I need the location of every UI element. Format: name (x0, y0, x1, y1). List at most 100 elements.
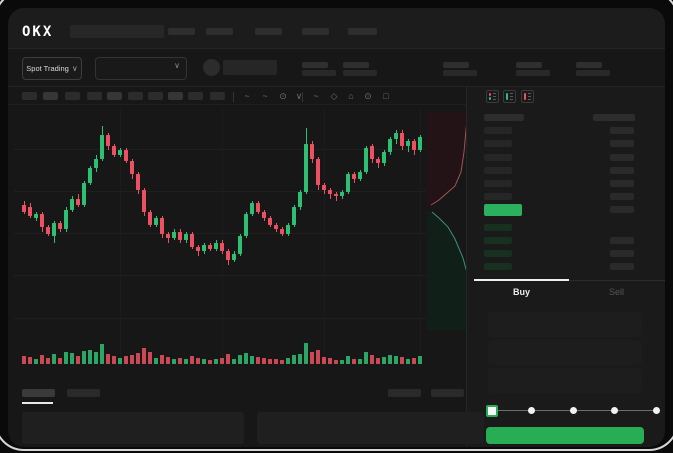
buy-submit-button[interactable] (486, 427, 644, 444)
volume-bar (400, 357, 404, 364)
interval-button-placeholder[interactable] (87, 92, 102, 100)
candle-body (94, 159, 98, 168)
slider-stop[interactable] (570, 407, 577, 414)
candle-body (328, 189, 332, 195)
ask-amount-placeholder[interactable] (610, 167, 634, 174)
bottom-action-placeholder[interactable] (431, 389, 464, 397)
volume-bar (304, 343, 308, 364)
book-all-toggle[interactable] (486, 90, 499, 103)
chevron-down-icon[interactable]: ∨ (295, 91, 303, 101)
slider-stop[interactable] (653, 407, 660, 414)
stat-label-placeholder (302, 62, 328, 68)
ask-amount-placeholder[interactable] (610, 154, 634, 161)
bid-price-placeholder[interactable] (484, 237, 512, 244)
interval-button-placeholder[interactable] (188, 92, 203, 100)
chevron-down-icon: ∨ (174, 61, 180, 70)
ask-price-placeholder[interactable] (484, 154, 512, 161)
candle-body (46, 227, 50, 234)
candle-body (310, 143, 314, 159)
zigzag-icon[interactable]: ~ (244, 91, 250, 101)
zigzag-dot-icon[interactable]: ~ (262, 91, 268, 101)
ask-price-placeholder[interactable] (484, 167, 512, 174)
volume-bar (280, 360, 284, 364)
candle-body (34, 214, 38, 219)
camera-icon[interactable]: ⌂ (348, 91, 354, 101)
ask-price-placeholder[interactable] (484, 140, 512, 147)
ask-amount-placeholder[interactable] (610, 140, 634, 147)
order-input-field[interactable] (488, 312, 642, 337)
ask-price-placeholder[interactable] (484, 180, 512, 187)
nav-item-placeholder[interactable] (348, 28, 377, 35)
bottom-action-placeholder[interactable] (388, 389, 421, 397)
fullscreen-icon[interactable]: □ (383, 91, 389, 101)
interval-button-placeholder[interactable] (128, 92, 143, 100)
volume-bar (190, 356, 194, 364)
volume-bar (184, 359, 188, 364)
wave-icon[interactable]: ~ (313, 91, 319, 101)
candle-body (244, 214, 248, 236)
bid-price-placeholder[interactable] (484, 263, 512, 270)
candle-body (118, 150, 122, 155)
interval-button-placeholder[interactable] (65, 92, 80, 100)
order-input-field[interactable] (488, 368, 642, 393)
toggle-dash (510, 99, 513, 100)
market-type-selector[interactable]: Spot Trading ∨ (22, 57, 82, 80)
candle-body (376, 159, 380, 164)
nav-item-placeholder[interactable] (168, 28, 195, 35)
slider-stop[interactable] (611, 407, 618, 414)
bid-amount-placeholder[interactable] (610, 250, 634, 257)
stat-value-placeholder (516, 70, 550, 76)
volume-bar (58, 358, 62, 364)
stat-label-placeholder (443, 62, 469, 68)
tab-buy[interactable]: Buy (512, 287, 530, 297)
tab-sell[interactable]: Sell (608, 287, 624, 297)
bid-amount-placeholder[interactable] (610, 263, 634, 270)
candle-body (292, 207, 296, 225)
bottom-tab-placeholder[interactable] (22, 389, 55, 397)
candle-body (208, 244, 212, 250)
amount-slider-handle[interactable] (486, 405, 498, 417)
bottom-tab-placeholder[interactable] (67, 389, 100, 397)
nav-item-placeholder[interactable] (255, 28, 282, 35)
ask-price-placeholder[interactable] (484, 193, 512, 200)
candle-body (382, 152, 386, 164)
toggle-color-segment (489, 97, 491, 100)
toggle-dash (528, 96, 531, 97)
book-asks-toggle[interactable] (521, 90, 534, 103)
book-bids-toggle[interactable] (503, 90, 516, 103)
candle-body (304, 143, 308, 192)
candle-body (358, 172, 362, 179)
pair-dropdown[interactable]: ∨ (95, 57, 187, 80)
interval-button-placeholder[interactable] (148, 92, 163, 100)
volume-bar (178, 358, 182, 364)
nav-item-placeholder[interactable] (302, 28, 329, 35)
indicator-circle-icon[interactable]: ⊙ (279, 91, 287, 101)
nav-item-placeholder[interactable] (206, 28, 233, 35)
volume-bar (322, 357, 326, 364)
candle-body (340, 192, 344, 197)
volume-bar (388, 355, 392, 364)
bid-price-placeholder[interactable] (484, 224, 512, 231)
bid-price-placeholder[interactable] (484, 250, 512, 257)
candle-wick (407, 139, 409, 153)
interval-button-placeholder[interactable] (168, 92, 183, 100)
candle-body (322, 185, 326, 190)
ask-amount-placeholder[interactable] (610, 127, 634, 134)
ask-amount-placeholder[interactable] (610, 180, 634, 187)
candle-body (406, 141, 410, 146)
interval-button-placeholder[interactable] (43, 92, 58, 100)
order-input-field[interactable] (488, 340, 642, 365)
ask-price-placeholder[interactable] (484, 127, 512, 134)
settings-circle-icon[interactable]: ⊙ (364, 91, 372, 101)
bid-amount-placeholder[interactable] (610, 237, 634, 244)
interval-button-placeholder[interactable] (107, 92, 122, 100)
slider-stop[interactable] (528, 407, 535, 414)
ask-amount-placeholder[interactable] (610, 193, 634, 200)
interval-button-placeholder[interactable] (210, 92, 225, 100)
candle-body (202, 244, 206, 252)
brush-icon[interactable]: ◇ (330, 91, 338, 101)
interval-button-placeholder[interactable] (22, 92, 37, 100)
stat-value-placeholder (443, 70, 477, 76)
chevron-down-icon: ∨ (71, 63, 78, 73)
